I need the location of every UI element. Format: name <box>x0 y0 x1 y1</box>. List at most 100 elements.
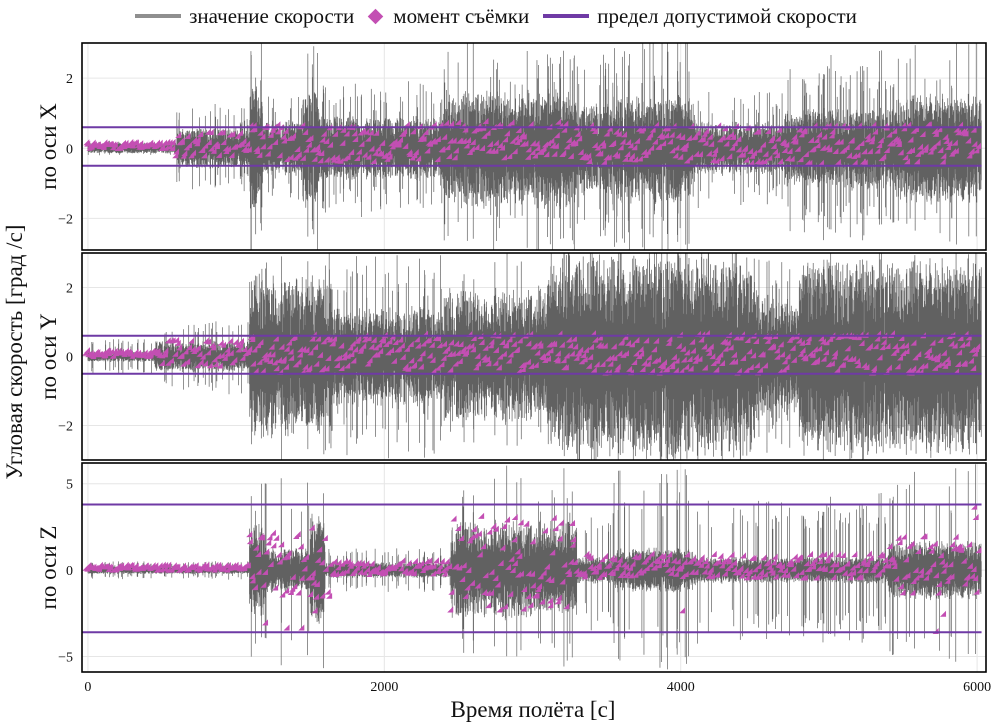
capture-marker <box>807 550 814 557</box>
capture-marker <box>938 558 945 565</box>
capture-marker <box>962 130 969 137</box>
capture-marker <box>647 561 654 568</box>
capture-marker <box>930 561 937 568</box>
capture-marker <box>538 598 545 605</box>
capture-marker <box>382 340 389 347</box>
panel-frame <box>81 252 987 461</box>
capture-marker <box>941 561 948 568</box>
capture-marker <box>839 564 846 571</box>
capture-marker <box>557 519 564 526</box>
capture-marker <box>176 344 183 351</box>
capture-marker <box>475 360 482 367</box>
capture-marker <box>307 349 314 356</box>
capture-marker <box>595 563 602 570</box>
capture-marker <box>744 570 751 577</box>
capture-marker <box>555 594 562 601</box>
legend-label-speed: значение скорости <box>189 3 355 28</box>
capture-marker <box>900 533 907 540</box>
capture-marker <box>746 348 753 355</box>
capture-marker <box>354 155 361 162</box>
capture-marker <box>536 582 543 589</box>
capture-marker <box>857 574 864 581</box>
capture-marker <box>509 137 516 144</box>
capture-marker <box>717 351 724 358</box>
capture-marker <box>880 338 887 345</box>
capture-marker <box>968 147 975 154</box>
capture-marker <box>675 342 682 349</box>
capture-marker <box>823 339 830 346</box>
capture-marker <box>482 344 489 351</box>
capture-marker <box>660 140 667 147</box>
capture-marker <box>608 354 615 361</box>
capture-marker <box>780 140 787 147</box>
capture-marker <box>827 551 834 558</box>
capture-marker <box>705 150 712 157</box>
capture-marker <box>854 362 861 369</box>
capture-marker <box>816 345 823 352</box>
x-axis-title: Время полёта [с] <box>451 697 616 722</box>
capture-marker <box>582 346 589 353</box>
capture-marker <box>743 156 750 163</box>
capture-marker <box>549 142 556 149</box>
capture-marker <box>527 120 534 127</box>
capture-marker <box>282 363 289 370</box>
capture-marker <box>409 128 416 135</box>
capture-marker <box>303 146 310 153</box>
capture-marker <box>705 349 712 356</box>
capture-marker <box>276 152 283 159</box>
capture-marker <box>364 566 371 573</box>
capture-marker <box>199 353 206 360</box>
capture-marker <box>754 158 761 165</box>
capture-marker <box>705 345 712 352</box>
capture-marker <box>778 351 785 358</box>
capture-marker <box>925 121 932 128</box>
capture-marker <box>844 560 851 567</box>
capture-marker <box>701 343 708 350</box>
capture-marker <box>870 365 877 372</box>
capture-marker <box>156 351 163 358</box>
capture-marker <box>468 579 475 586</box>
capture-marker <box>238 337 245 344</box>
capture-marker <box>396 559 403 566</box>
capture-marker <box>512 134 519 141</box>
capture-marker <box>811 556 818 563</box>
capture-marker <box>455 525 462 532</box>
capture-marker <box>735 146 742 153</box>
capture-marker <box>766 154 773 161</box>
capture-marker <box>283 345 290 352</box>
capture-marker <box>755 128 762 135</box>
capture-marker <box>368 145 375 152</box>
capture-marker <box>721 570 728 577</box>
capture-marker <box>742 567 749 574</box>
capture-marker <box>841 569 848 576</box>
capture-marker <box>420 340 427 347</box>
capture-marker <box>854 358 861 365</box>
capture-marker <box>834 158 841 165</box>
capture-marker <box>818 335 825 342</box>
capture-marker <box>319 365 326 372</box>
capture-marker <box>547 347 554 354</box>
capture-marker <box>660 552 667 559</box>
capture-marker <box>252 367 259 374</box>
capture-marker <box>609 570 616 577</box>
capture-marker <box>716 136 723 143</box>
capture-marker <box>492 574 499 581</box>
y-tick-label: 0 <box>66 564 73 579</box>
capture-marker <box>241 346 248 353</box>
capture-marker <box>921 533 928 540</box>
capture-marker <box>215 151 222 158</box>
capture-marker <box>174 339 181 346</box>
capture-marker <box>377 150 384 157</box>
capture-marker <box>663 132 670 139</box>
capture-marker <box>580 569 587 576</box>
capture-marker <box>417 363 424 370</box>
capture-marker <box>405 559 412 566</box>
capture-marker <box>218 352 225 359</box>
capture-marker <box>686 355 693 362</box>
capture-marker <box>275 356 282 363</box>
capture-marker <box>541 141 548 148</box>
capture-marker <box>276 558 283 565</box>
capture-marker <box>464 584 471 591</box>
capture-marker <box>347 562 354 569</box>
capture-marker <box>344 153 351 160</box>
